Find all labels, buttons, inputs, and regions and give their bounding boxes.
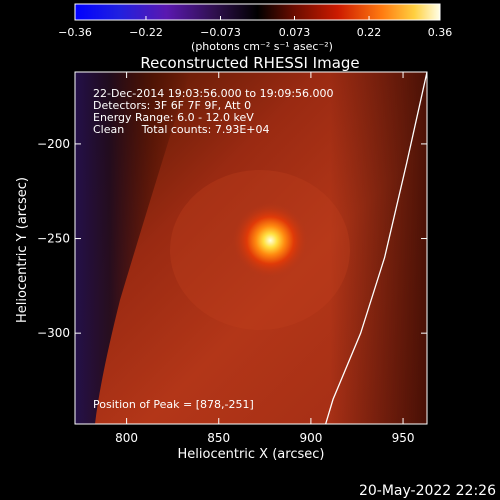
detectors-text: Detectors: 3F 6F 7F 9F, Att 0 [93,99,251,112]
chart-title: Reconstructed RHESSI Image [140,54,359,72]
x-tick-label: 800 [115,431,138,445]
clean-counts-text: Clean Total counts: 7.93E+04 [93,123,270,136]
solar-limb-curve [325,72,427,424]
colorbar-tick-label: −0.22 [129,26,163,39]
x-tick-label: 850 [207,431,230,445]
y-tick-label: −300 [37,326,70,340]
x-tick-label: 900 [299,431,322,445]
colorbar-tick-label: 0.22 [357,26,382,39]
peak-source [232,202,309,279]
x-tick-label: 950 [392,431,415,445]
energy-range-text: Energy Range: 6.0 - 12.0 keV [93,111,254,124]
colorbar-tick-label: 0.073 [279,26,311,39]
heatmap-image [75,72,427,424]
colorbar [74,3,441,21]
y-tick-label: −200 [37,137,70,151]
colorbar-ticks: −0.36 −0.22 −0.073 0.073 0.22 0.36 [58,16,452,39]
colorbar-label: (photons cm⁻² s⁻¹ asec⁻²) [191,40,333,53]
colorbar-tick-label: −0.073 [200,26,241,39]
time-range-text: 22-Dec-2014 19:03:56.000 to 19:09:56.000 [93,87,334,100]
plot-frame [74,71,428,425]
y-axis-ticks: −200 −250 −300 [37,137,427,340]
observation-info: 22-Dec-2014 19:03:56.000 to 19:09:56.000… [93,87,334,411]
y-axis-label: Heliocentric Y (arcsec) [15,177,30,323]
x-axis-ticks: 800 850 900 950 [115,72,414,445]
colorbar-tick-label: 0.36 [428,26,453,39]
colorbar-tick-label: −0.36 [58,26,92,39]
dark-region [75,72,190,424]
peak-position-text: Position of Peak = [878,-251] [93,398,254,411]
generation-date: 20-May-2022 22:26 [359,483,496,499]
x-axis-label: Heliocentric X (arcsec) [178,447,325,462]
y-tick-label: −250 [37,232,70,246]
